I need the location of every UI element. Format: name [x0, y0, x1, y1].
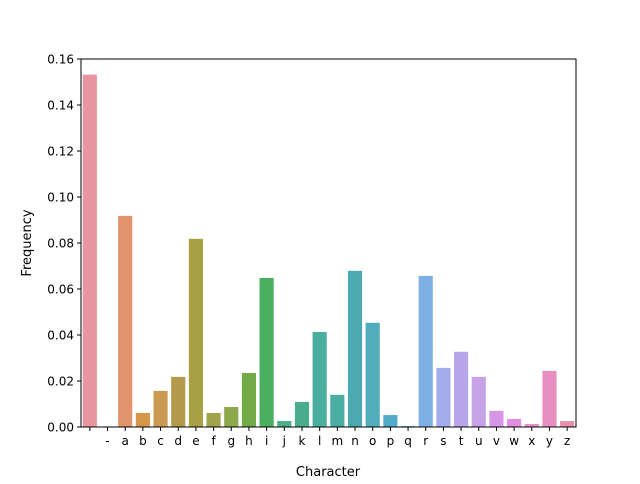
bar: [259, 277, 274, 427]
x-tick-label: y: [546, 434, 553, 448]
bar: [471, 376, 486, 427]
x-tick-label: z: [564, 434, 570, 448]
y-tick-label: 0.08: [47, 237, 74, 251]
x-tick-label: p: [387, 434, 395, 448]
bar: [294, 401, 310, 427]
x-tick-label: w: [509, 434, 519, 448]
x-tick-label: r: [423, 434, 428, 448]
x-tick-label: b: [139, 434, 147, 448]
bar: [135, 412, 150, 427]
bar: [312, 332, 327, 427]
bar: [542, 370, 557, 427]
bar: [560, 421, 575, 427]
y-tick-label: 0.16: [47, 53, 74, 67]
bar: [347, 270, 363, 427]
bar: [224, 406, 239, 427]
y-tick-label: 0.14: [47, 99, 74, 113]
bar: [188, 238, 203, 427]
bar: [241, 372, 257, 427]
bar: [383, 415, 398, 427]
bar: [365, 322, 380, 427]
bar: [82, 74, 97, 427]
bar: [489, 410, 504, 427]
x-tick-label: n: [351, 434, 359, 448]
x-tick-label: k: [299, 434, 306, 448]
bar: [418, 275, 433, 427]
x-tick-label: e: [192, 434, 199, 448]
bar: [454, 351, 469, 427]
axes-frame: [80, 58, 577, 428]
x-tick-label: j: [282, 434, 286, 448]
bar: [153, 390, 168, 427]
bar: [118, 215, 133, 427]
y-axis-label: Frequency: [20, 209, 35, 276]
x-tick-label: i: [265, 434, 268, 448]
y-tick-label: 0.12: [47, 145, 74, 159]
y-tick-label: 0.02: [47, 375, 74, 389]
x-tick-label: v: [493, 434, 500, 448]
bar: [436, 367, 451, 427]
x-tick-label: t: [459, 434, 464, 448]
bar: [277, 421, 292, 427]
bar: [507, 418, 522, 427]
y-axis: 0.00 0.02 0.04 0.06 0.08 0.10 0.12 0.14 0.16: [47, 53, 81, 435]
x-tick-label: f: [211, 434, 216, 448]
x-axis-label: Character: [296, 465, 361, 480]
bars: [82, 74, 575, 427]
x-tick-label: c: [157, 434, 164, 448]
x-tick-label: h: [245, 434, 253, 448]
bar: [206, 412, 221, 427]
y-tick-label: 0.04: [47, 329, 74, 343]
x-tick-label: x: [528, 434, 535, 448]
x-tick-label: u: [475, 434, 483, 448]
bar: [171, 376, 186, 427]
bar: [524, 424, 539, 427]
x-tick-label: d: [174, 434, 182, 448]
x-tick-label: m: [331, 434, 343, 448]
x-tick-label: o: [369, 434, 376, 448]
y-tick-label: 0.00: [47, 421, 74, 435]
y-tick-label: 0.06: [47, 283, 74, 297]
y-tick-label: 0.10: [47, 191, 74, 205]
x-tick-label: g: [227, 434, 235, 448]
x-tick-label: s: [440, 434, 446, 448]
x-tick-label: l: [318, 434, 321, 448]
x-tick-label: -: [105, 434, 109, 448]
x-tick-label: q: [404, 434, 412, 448]
bar: [330, 394, 345, 427]
x-tick-label: a: [122, 434, 129, 448]
